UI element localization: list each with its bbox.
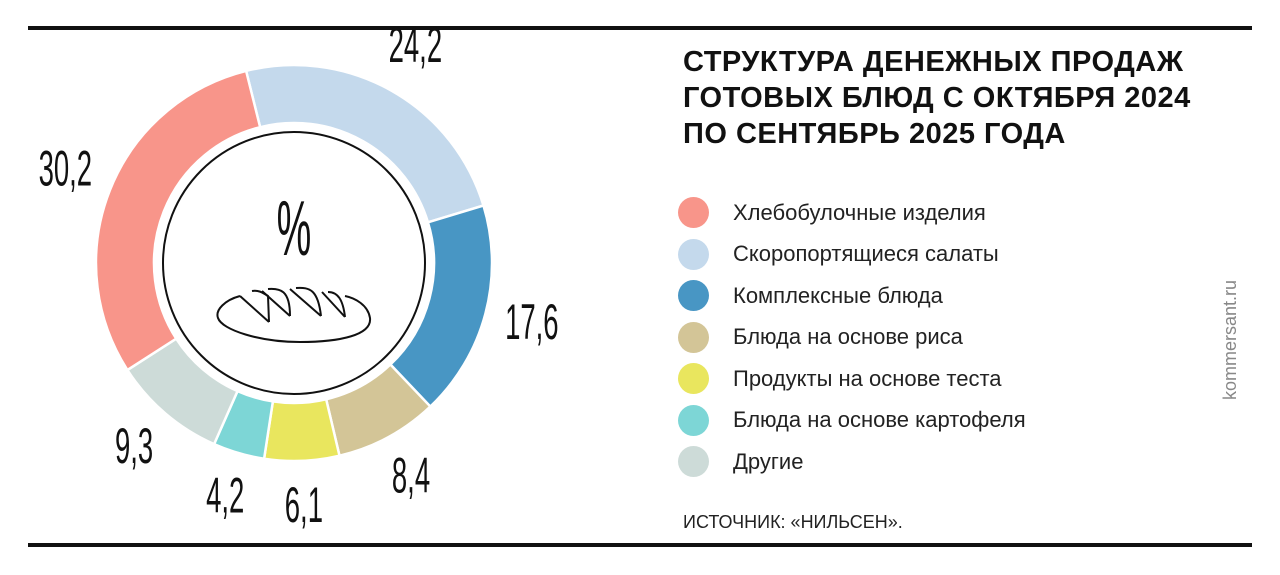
legend-swatch [678,446,709,478]
legend-item: Хлебобулочные изделия [678,192,1026,234]
legend-item: Блюда на основе риса [678,317,1026,359]
legend-label: Скоропортящиеся салаты [733,241,999,267]
source-note: ИСТОЧНИК: «НИЛЬСЕН». [683,512,903,532]
legend-label: Блюда на основе риса [733,324,963,350]
legend-swatch [678,404,709,436]
legend-label: Блюда на основе картофеля [733,407,1026,433]
legend: Хлебобулочные изделия Скоропортящиеся сал… [678,192,1026,483]
slice-value-label: 9,3 [115,417,153,474]
bottom-rule [28,543,1252,547]
legend-item: Комплексные блюда [678,275,1026,317]
legend-item: Другие [678,441,1026,483]
legend-swatch [678,197,709,229]
donut-slice [262,397,341,463]
top-rule [28,26,1252,30]
slice-value-label: 4,2 [206,467,244,524]
brand-watermark: kommersant.ru [1220,279,1240,400]
slice-value-label: 6,1 [285,476,323,533]
legend-swatch [678,280,709,312]
donut-chart: 24,2 17,6 8,4 6,1 4,2 9,3 30,2% [39,16,559,533]
slice-value-label: 24,2 [389,16,443,73]
legend-label: Другие [733,448,804,474]
legend-item: Блюда на основе картофеля [678,400,1026,442]
legend-swatch [678,363,709,395]
legend-label: Комплексные блюда [733,282,943,308]
legend-item: Продукты на основе теста [678,358,1026,400]
slice-value-label: 30,2 [39,140,93,197]
legend-swatch [678,321,709,353]
legend-label: Продукты на основе теста [733,365,1002,391]
legend-label: Хлебобулочные изделия [733,199,986,225]
slice-value-label: 8,4 [392,447,430,504]
bread-loaf-icon [216,286,372,344]
donut-slice [94,69,262,372]
chart-title: СТРУКТУРА ДЕНЕЖНЫХ ПРОДАЖ ГОТОВЫХ БЛЮД С… [683,44,1243,152]
percent-sign: % [277,185,312,272]
title-line: СТРУКТУРА ДЕНЕЖНЫХ ПРОДАЖ [683,46,1184,78]
slice-value-label: 17,6 [505,293,559,350]
title-line: ГОТОВЫХ БЛЮД С ОКТЯБРЯ 2024 [683,82,1191,114]
legend-item: Скоропортящиеся салаты [678,234,1026,276]
legend-swatch [678,238,709,270]
title-line: ПО СЕНТЯБРЬ 2025 ГОДА [683,118,1066,150]
